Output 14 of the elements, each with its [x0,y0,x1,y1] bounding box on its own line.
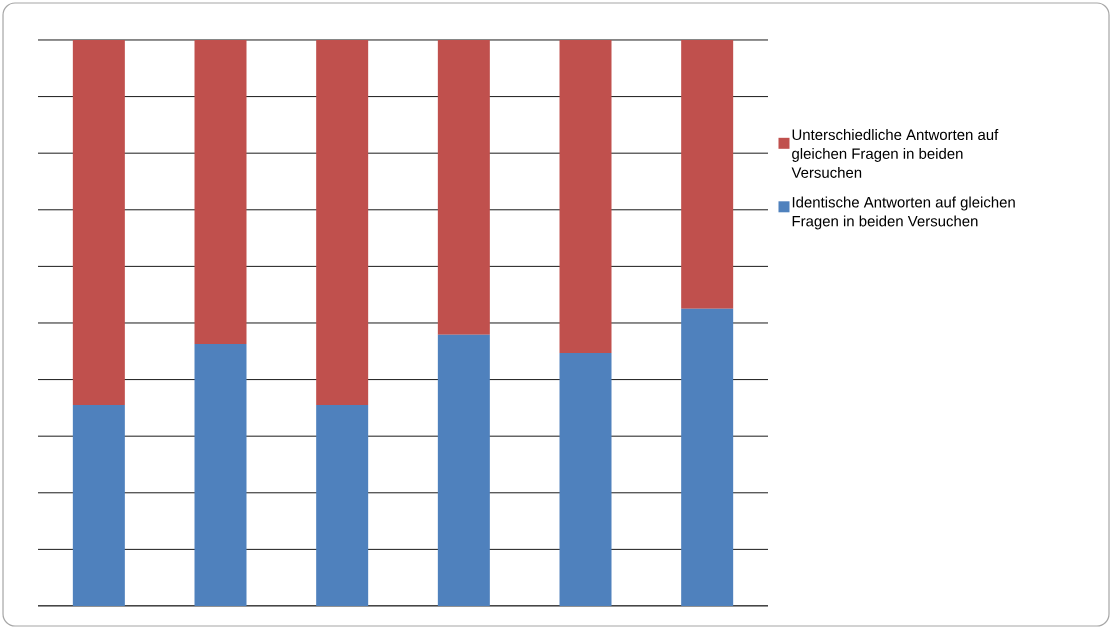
bar [316,39,369,406]
bar [316,405,369,606]
legend-label: Identische Antworten auf gleichen Fragen in beiden Versuchen [792,196,1015,230]
bar [559,39,612,353]
bar [194,39,247,344]
bar [194,343,247,606]
bar [559,352,612,606]
legend-label: Unterschiedliche Antworten auf gleichen Fragen in beiden Versuchen [791,129,999,178]
bar [681,39,734,309]
bar [72,39,125,406]
bar [437,39,490,335]
bar [72,405,125,606]
bar [437,334,490,606]
bar [681,308,734,606]
